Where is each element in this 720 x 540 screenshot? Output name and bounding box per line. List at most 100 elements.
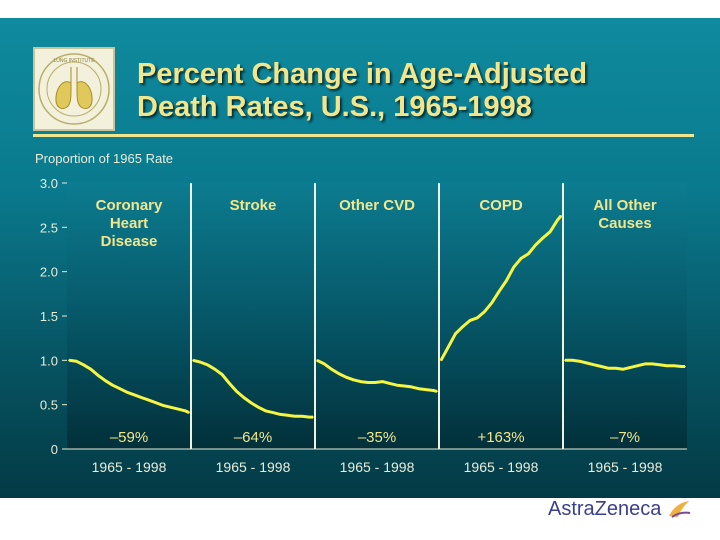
data-point	[68, 359, 70, 362]
x-axis-label: 1965 - 1998	[216, 459, 291, 475]
series-line-3	[439, 214, 563, 362]
data-point	[111, 384, 114, 386]
change-label: –7%	[610, 429, 640, 446]
data-point	[381, 380, 384, 383]
y-tick-label: 2.0	[40, 265, 58, 280]
change-label: –64%	[234, 429, 272, 446]
data-point	[607, 367, 610, 370]
data-point	[629, 366, 632, 369]
x-axis-label: 1965 - 1998	[92, 459, 167, 475]
y-tick-label: 1.0	[40, 353, 58, 368]
lung-institute-logo: LUNG INSTITUTE	[33, 47, 115, 131]
data-point	[673, 364, 675, 367]
data-point	[359, 380, 362, 383]
data-point	[199, 361, 202, 363]
data-point	[520, 257, 522, 260]
x-axis-label: 1965 - 1998	[464, 459, 539, 475]
panel-label: Heart	[110, 215, 148, 232]
data-point	[90, 368, 92, 371]
data-point	[622, 368, 624, 371]
data-point	[257, 406, 260, 409]
data-point	[206, 363, 209, 366]
data-point	[97, 374, 99, 377]
data-point	[636, 364, 639, 367]
data-point	[264, 410, 267, 412]
data-point	[126, 391, 128, 394]
data-point	[330, 368, 333, 371]
change-label: –59%	[110, 429, 148, 446]
data-point	[469, 319, 471, 322]
data-point	[323, 363, 326, 365]
y-axis-title: Proportion of 1965 Rate	[35, 151, 174, 166]
panel-label: All Other	[593, 197, 657, 214]
data-point	[498, 290, 500, 292]
footer-bar	[0, 498, 720, 540]
data-point	[593, 363, 595, 366]
data-point	[155, 402, 158, 404]
x-axis-label: 1965 - 1998	[340, 459, 415, 475]
data-point	[133, 394, 136, 396]
data-point	[221, 373, 223, 376]
series-line-4	[565, 358, 685, 371]
panel-label: Coronary	[96, 197, 163, 214]
data-point	[148, 399, 150, 402]
title-divider	[33, 134, 694, 137]
data-point	[476, 316, 479, 319]
data-point	[560, 215, 562, 217]
data-point	[571, 359, 574, 362]
data-point	[235, 390, 238, 393]
data-point	[651, 363, 654, 365]
y-tick-label: 1.5	[40, 309, 58, 324]
data-point	[294, 415, 296, 417]
data-point	[483, 310, 486, 313]
data-point	[338, 372, 340, 375]
data-point	[119, 387, 121, 390]
data-point	[440, 359, 442, 362]
data-point	[578, 360, 581, 363]
data-point	[286, 414, 289, 417]
panel-label: Causes	[598, 215, 651, 232]
data-point	[491, 301, 493, 304]
x-axis-label: 1965 - 1998	[588, 459, 663, 475]
y-tick-label: 0.5	[40, 398, 58, 413]
y-tick-label: 3.0	[40, 176, 58, 191]
data-point	[352, 379, 355, 381]
y-tick-label: 0	[51, 442, 58, 457]
series-line-1	[192, 358, 313, 419]
data-point	[680, 365, 683, 368]
data-point	[454, 332, 457, 335]
data-point	[396, 384, 398, 386]
panel-label: Other CVD	[339, 197, 415, 214]
data-point	[177, 408, 179, 410]
data-point	[75, 360, 78, 363]
data-point	[82, 363, 85, 366]
plot-area	[67, 183, 687, 449]
data-point	[162, 404, 165, 407]
data-point	[104, 379, 107, 382]
data-point	[542, 237, 544, 239]
data-point	[432, 389, 435, 392]
data-point	[403, 385, 406, 387]
data-point	[316, 359, 318, 362]
data-point	[188, 411, 190, 414]
data-point	[243, 396, 245, 399]
data-point	[658, 363, 661, 366]
series-line-0	[68, 358, 190, 414]
astrazeneca-wordmark: AstraZeneca	[548, 498, 662, 520]
change-label: –35%	[358, 429, 396, 446]
change-label: +163%	[477, 429, 524, 446]
data-point	[410, 386, 413, 388]
data-point	[462, 325, 464, 328]
data-point	[586, 362, 588, 364]
data-point	[250, 402, 252, 404]
data-point	[170, 406, 172, 409]
data-point	[140, 396, 143, 399]
data-point	[184, 410, 187, 412]
data-point	[192, 359, 194, 362]
data-point	[374, 381, 376, 384]
data-point	[666, 364, 668, 367]
data-point	[684, 365, 686, 368]
data-point	[505, 279, 508, 282]
series-line-2	[316, 358, 438, 393]
